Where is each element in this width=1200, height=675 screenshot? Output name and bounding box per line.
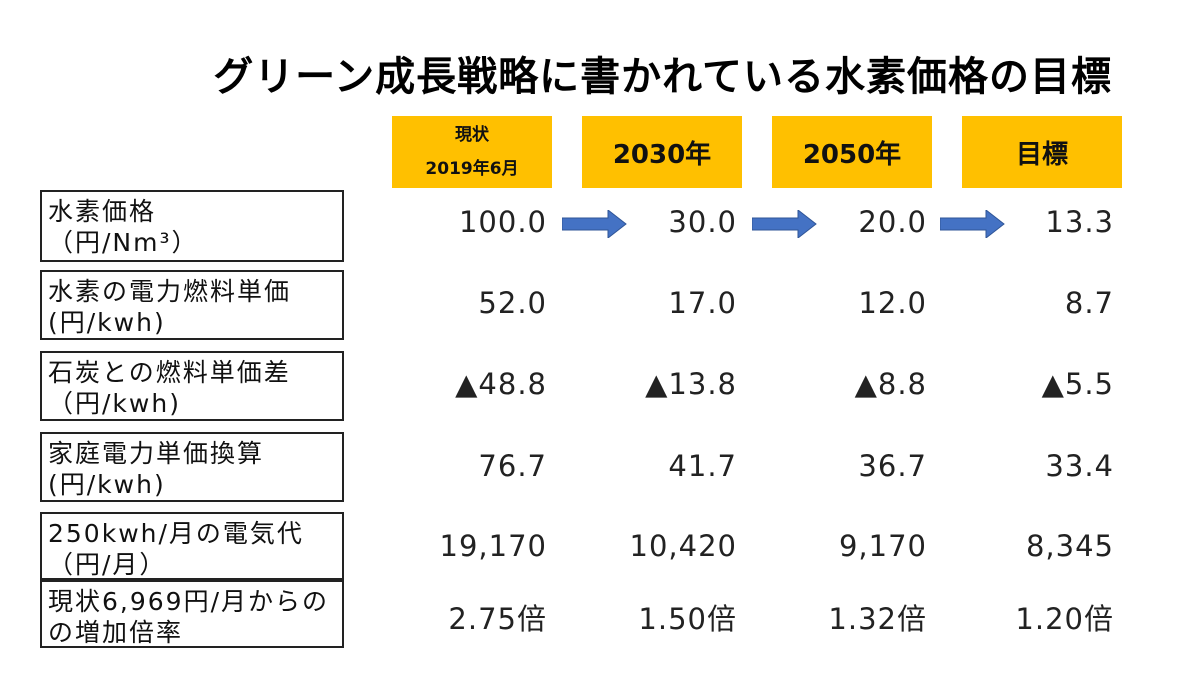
arrow-right-icon xyxy=(562,210,627,238)
table-cell: 1.50倍 xyxy=(638,602,737,636)
row-label-line1: 現状6,969円/月からの xyxy=(48,587,329,616)
row-label-line1: 水素価格 xyxy=(48,197,157,226)
table-cell: 17.0 xyxy=(668,286,737,320)
table-cell: 8,345 xyxy=(1025,529,1114,563)
row-label-line1: 250kwh/月の電気代 xyxy=(48,519,304,548)
row-label-monthly-bill: 250kwh/月の電気代 （円/月） xyxy=(40,512,344,580)
column-header-current-line2: 2019年6月 xyxy=(425,159,519,179)
table-cell: 1.20倍 xyxy=(1015,602,1114,636)
row-label-line2: （円/月） xyxy=(48,550,167,579)
table-cell: 8.7 xyxy=(1064,286,1114,320)
column-header-target: 目標 xyxy=(962,116,1122,188)
column-header-2050: 2050年 xyxy=(772,116,932,188)
table-cell: 33.4 xyxy=(1045,449,1114,483)
table-cell: 20.0 xyxy=(858,205,927,239)
table-cell: ▲13.8 xyxy=(645,367,737,401)
row-label-line1: 家庭電力単価換算 xyxy=(48,439,265,468)
row-label-line2: （円/Nm³） xyxy=(48,228,199,257)
table-cell: ▲48.8 xyxy=(455,367,547,401)
table-cell: 13.3 xyxy=(1045,205,1114,239)
table-cell: 76.7 xyxy=(478,449,547,483)
row-label-coal-price-difference: 石炭との燃料単価差 （円/kwh) xyxy=(40,351,344,421)
arrow-right-icon xyxy=(752,210,817,238)
row-label-line2: の増加倍率 xyxy=(48,618,184,647)
table-cell: 36.7 xyxy=(858,449,927,483)
table-cell: 41.7 xyxy=(668,449,737,483)
row-label-line1: 水素の電力燃料単価 xyxy=(48,277,292,306)
table-cell: 100.0 xyxy=(458,205,547,239)
row-label-hydrogen-price: 水素価格 （円/Nm³） xyxy=(40,190,344,262)
row-label-line2: (円/kwh) xyxy=(48,470,166,499)
table-cell: ▲5.5 xyxy=(1041,367,1114,401)
table-cell: 10,420 xyxy=(629,529,737,563)
table-cell: 1.32倍 xyxy=(828,602,927,636)
column-header-target-label: 目標 xyxy=(1015,139,1068,170)
column-header-2030: 2030年 xyxy=(582,116,742,188)
column-header-2050-label: 2050年 xyxy=(802,139,902,170)
column-header-current-line1: 現状 xyxy=(455,125,489,145)
table-cell: 2.75倍 xyxy=(448,602,547,636)
table-cell: 19,170 xyxy=(439,529,547,563)
table-cell: ▲8.8 xyxy=(854,367,927,401)
table-cell: 52.0 xyxy=(478,286,547,320)
table-cell: 9,170 xyxy=(838,529,927,563)
column-header-current: 現状 2019年6月 xyxy=(392,116,552,188)
arrow-right-icon xyxy=(940,210,1005,238)
row-label-household-price: 家庭電力単価換算 (円/kwh) xyxy=(40,432,344,502)
row-label-line2: (円/kwh) xyxy=(48,308,166,337)
table-cell: 12.0 xyxy=(858,286,927,320)
row-label-fuel-unit-price: 水素の電力燃料単価 (円/kwh) xyxy=(40,270,344,340)
chart-title: グリーン成長戦略に書かれている水素価格の目標 xyxy=(213,54,1112,100)
column-header-2030-label: 2030年 xyxy=(612,139,712,170)
row-label-line1: 石炭との燃料単価差 xyxy=(48,358,291,387)
table-cell: 30.0 xyxy=(668,205,737,239)
row-label-line2: （円/kwh) xyxy=(48,389,181,418)
row-label-increase-ratio: 現状6,969円/月からの の増加倍率 xyxy=(40,580,344,648)
